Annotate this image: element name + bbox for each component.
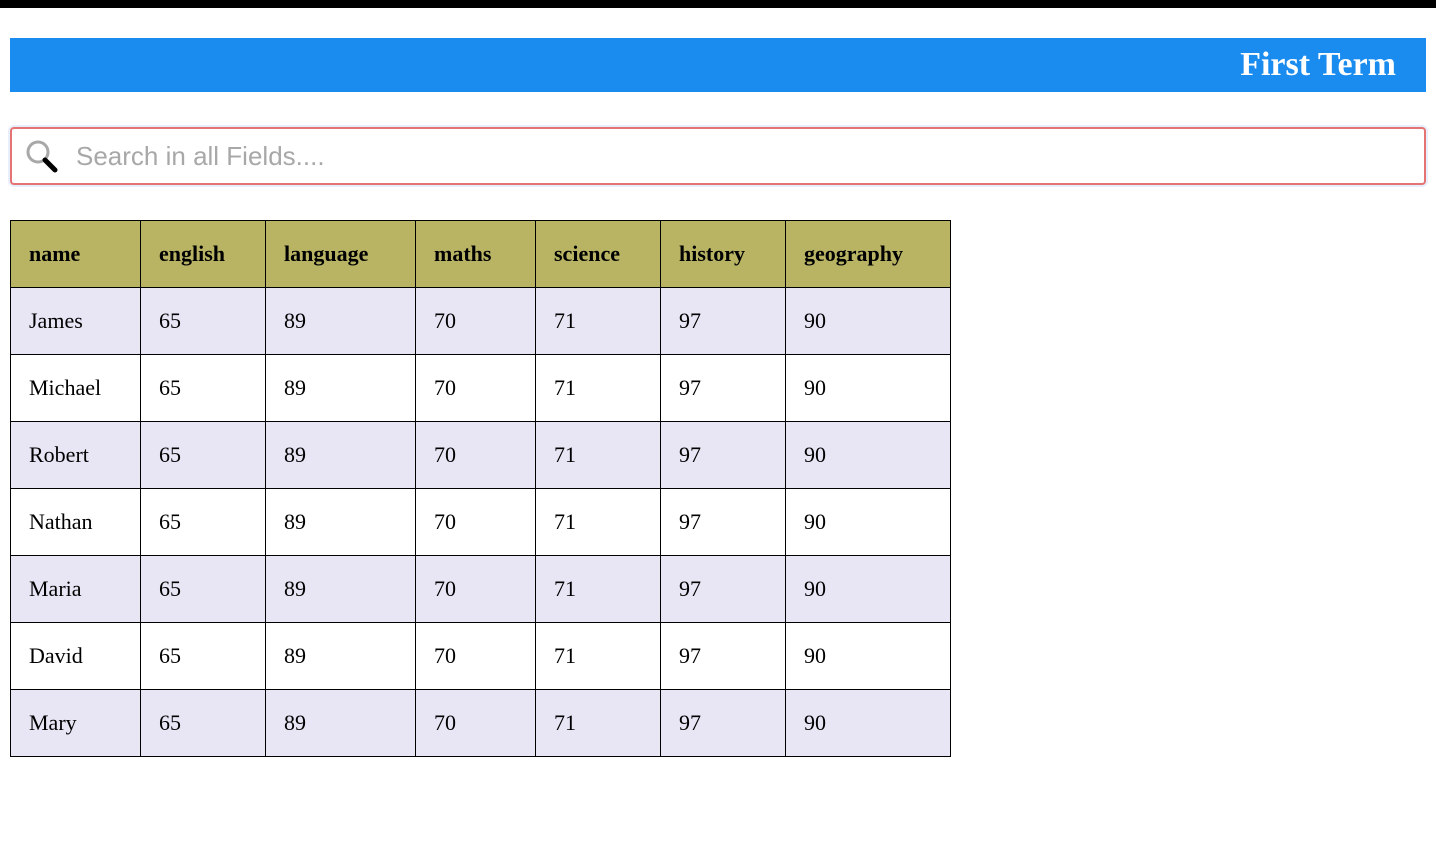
cell-maths: 70 <box>416 422 536 489</box>
cell-maths: 70 <box>416 623 536 690</box>
cell-maths: 70 <box>416 690 536 757</box>
table-row: Nathan 65 89 70 71 97 90 <box>11 489 951 556</box>
search-input[interactable] <box>76 141 1412 172</box>
cell-language: 89 <box>266 623 416 690</box>
table-row: Michael 65 89 70 71 97 90 <box>11 355 951 422</box>
col-header-name[interactable]: name <box>11 221 141 288</box>
cell-history: 97 <box>661 288 786 355</box>
col-header-english[interactable]: english <box>141 221 266 288</box>
table-row: Robert 65 89 70 71 97 90 <box>11 422 951 489</box>
cell-english: 65 <box>141 556 266 623</box>
cell-history: 97 <box>661 355 786 422</box>
cell-science: 71 <box>536 355 661 422</box>
cell-language: 89 <box>266 489 416 556</box>
cell-name: Mary <box>11 690 141 757</box>
table-row: David 65 89 70 71 97 90 <box>11 623 951 690</box>
cell-english: 65 <box>141 690 266 757</box>
table-row: James 65 89 70 71 97 90 <box>11 288 951 355</box>
page-title: First Term <box>1240 46 1396 83</box>
cell-science: 71 <box>536 556 661 623</box>
cell-language: 89 <box>266 355 416 422</box>
cell-science: 71 <box>536 489 661 556</box>
cell-geography: 90 <box>786 288 951 355</box>
cell-maths: 70 <box>416 355 536 422</box>
top-black-bar <box>0 0 1436 8</box>
table-row: Mary 65 89 70 71 97 90 <box>11 690 951 757</box>
cell-name: David <box>11 623 141 690</box>
cell-maths: 70 <box>416 288 536 355</box>
col-header-history[interactable]: history <box>661 221 786 288</box>
cell-english: 65 <box>141 355 266 422</box>
cell-science: 71 <box>536 422 661 489</box>
cell-language: 89 <box>266 690 416 757</box>
cell-history: 97 <box>661 690 786 757</box>
cell-history: 97 <box>661 489 786 556</box>
table-header-row: name english language maths science hist… <box>11 221 951 288</box>
search-container <box>10 127 1426 185</box>
cell-geography: 90 <box>786 355 951 422</box>
cell-name: Nathan <box>11 489 141 556</box>
cell-geography: 90 <box>786 623 951 690</box>
cell-name: Robert <box>11 422 141 489</box>
cell-maths: 70 <box>416 489 536 556</box>
cell-maths: 70 <box>416 556 536 623</box>
cell-science: 71 <box>536 288 661 355</box>
cell-language: 89 <box>266 288 416 355</box>
col-header-science[interactable]: science <box>536 221 661 288</box>
cell-history: 97 <box>661 623 786 690</box>
cell-geography: 90 <box>786 422 951 489</box>
cell-language: 89 <box>266 556 416 623</box>
cell-english: 65 <box>141 288 266 355</box>
col-header-language[interactable]: language <box>266 221 416 288</box>
col-header-geography[interactable]: geography <box>786 221 951 288</box>
cell-geography: 90 <box>786 690 951 757</box>
grades-table: name english language maths science hist… <box>10 220 951 757</box>
cell-language: 89 <box>266 422 416 489</box>
cell-history: 97 <box>661 422 786 489</box>
cell-english: 65 <box>141 422 266 489</box>
cell-english: 65 <box>141 623 266 690</box>
cell-name: Maria <box>11 556 141 623</box>
table-row: Maria 65 89 70 71 97 90 <box>11 556 951 623</box>
cell-geography: 90 <box>786 556 951 623</box>
cell-name: Michael <box>11 355 141 422</box>
cell-science: 71 <box>536 623 661 690</box>
grades-table-wrap: name english language maths science hist… <box>10 220 1426 757</box>
table-body: James 65 89 70 71 97 90 Michael 65 89 70… <box>11 288 951 757</box>
header-bar: First Term <box>10 38 1426 92</box>
cell-english: 65 <box>141 489 266 556</box>
cell-history: 97 <box>661 556 786 623</box>
cell-geography: 90 <box>786 489 951 556</box>
col-header-maths[interactable]: maths <box>416 221 536 288</box>
cell-name: James <box>11 288 141 355</box>
search-icon <box>24 139 58 173</box>
cell-science: 71 <box>536 690 661 757</box>
